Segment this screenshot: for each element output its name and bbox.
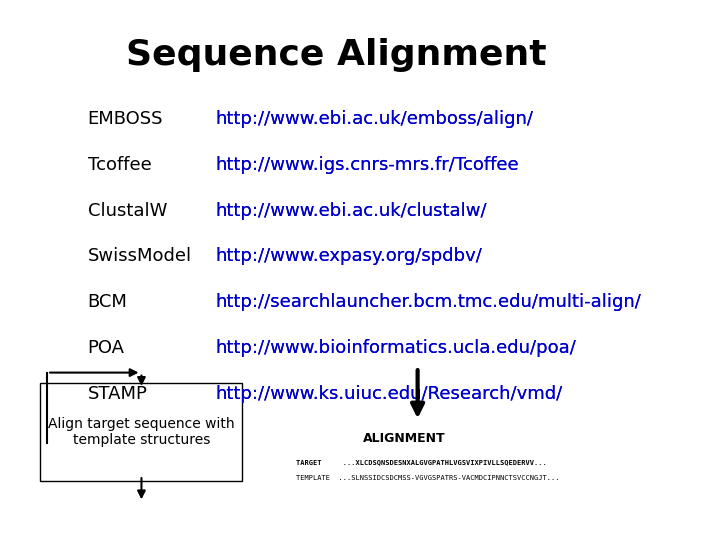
Text: BCM: BCM bbox=[88, 293, 127, 312]
FancyBboxPatch shape bbox=[40, 383, 243, 481]
Text: http://www.ebi.ac.uk/emboss/align/: http://www.ebi.ac.uk/emboss/align/ bbox=[215, 110, 534, 128]
Text: http://searchlauncher.bcm.tmc.edu/multi-align/: http://searchlauncher.bcm.tmc.edu/multi-… bbox=[215, 293, 642, 312]
Text: Align target sequence with
template structures: Align target sequence with template stru… bbox=[48, 417, 235, 447]
Text: http://searchlauncher.bcm.tmc.edu/multi-align/: http://searchlauncher.bcm.tmc.edu/multi-… bbox=[215, 293, 642, 312]
Text: http://www.igs.cnrs-mrs.fr/Tcoffee: http://www.igs.cnrs-mrs.fr/Tcoffee bbox=[215, 156, 519, 174]
Text: http://www.ebi.ac.uk/emboss/align/: http://www.ebi.ac.uk/emboss/align/ bbox=[215, 110, 534, 128]
Text: http://www.ks.uiuc.edu/Research/vmd/: http://www.ks.uiuc.edu/Research/vmd/ bbox=[215, 385, 563, 403]
Text: http://www.ebi.ac.uk/clustalw/: http://www.ebi.ac.uk/clustalw/ bbox=[215, 201, 487, 220]
Text: EMBOSS: EMBOSS bbox=[88, 110, 163, 128]
Text: http://www.bioinformatics.ucla.edu/poa/: http://www.bioinformatics.ucla.edu/poa/ bbox=[215, 339, 577, 357]
Text: Tcoffee: Tcoffee bbox=[88, 156, 151, 174]
Text: http://www.ebi.ac.uk/clustalw/: http://www.ebi.ac.uk/clustalw/ bbox=[215, 201, 487, 220]
Text: TEMPLATE  ...SLNSSIDCSDCMSS-VGVGSPATRS-VACMDCIPNNCTSVCCNGJT...: TEMPLATE ...SLNSSIDCSDCMSS-VGVGSPATRS-VA… bbox=[297, 475, 560, 481]
Text: http://www.expasy.org/spdbv/: http://www.expasy.org/spdbv/ bbox=[215, 247, 482, 266]
Text: http://www.bioinformatics.ucla.edu/poa/: http://www.bioinformatics.ucla.edu/poa/ bbox=[215, 339, 577, 357]
Text: STAMP: STAMP bbox=[88, 385, 148, 403]
Text: http://www.expasy.org/spdbv/: http://www.expasy.org/spdbv/ bbox=[215, 247, 482, 266]
Text: Sequence Alignment: Sequence Alignment bbox=[127, 38, 547, 72]
Text: http://www.ks.uiuc.edu/Research/vmd/: http://www.ks.uiuc.edu/Research/vmd/ bbox=[215, 385, 563, 403]
Text: http://www.igs.cnrs-mrs.fr/Tcoffee: http://www.igs.cnrs-mrs.fr/Tcoffee bbox=[215, 156, 519, 174]
Text: ALIGNMENT: ALIGNMENT bbox=[363, 432, 446, 445]
Text: TARGET     ...XLCDSQNSDESNXALGVGPATHLVGSVIXPIVLLSQEDERVV...: TARGET ...XLCDSQNSDESNXALGVGPATHLVGSVIXP… bbox=[297, 458, 547, 465]
Text: POA: POA bbox=[88, 339, 125, 357]
Text: ClustalW: ClustalW bbox=[88, 201, 167, 220]
Text: SwissModel: SwissModel bbox=[88, 247, 192, 266]
